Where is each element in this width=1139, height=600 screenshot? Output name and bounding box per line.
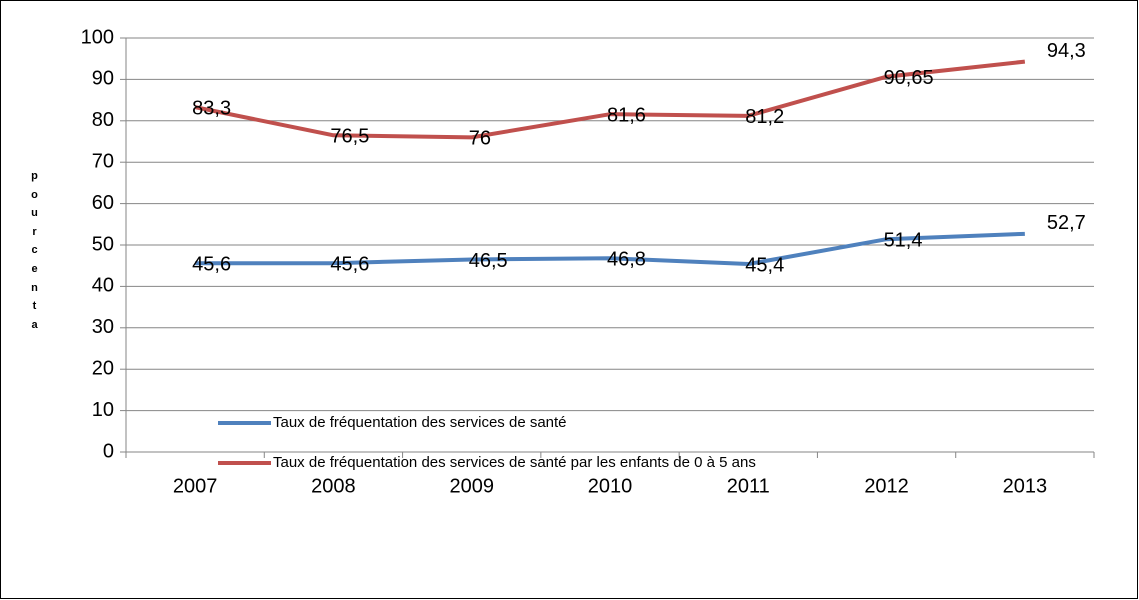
x-tick-label: 2012	[864, 475, 909, 497]
y-tick-label: 70	[92, 150, 114, 172]
x-tick-label: 2007	[173, 475, 218, 497]
data-label: 45,4	[745, 254, 784, 276]
data-label: 46,5	[469, 250, 508, 272]
y-tick-label: 10	[92, 399, 114, 421]
x-tick-label: 2011	[727, 475, 770, 497]
data-label: 76,5	[330, 126, 369, 148]
data-label: 51,4	[884, 229, 923, 251]
x-tick-label: 2010	[588, 475, 633, 497]
y-tick-label: 60	[92, 192, 114, 214]
data-label: 81,2	[745, 106, 784, 128]
y-tick-label: 0	[103, 440, 114, 462]
y-tick-label: 40	[92, 275, 114, 297]
data-label: 83,3	[192, 97, 231, 119]
data-label: 45,6	[192, 253, 231, 275]
y-tick-label: 20	[92, 357, 114, 379]
data-label: 81,6	[607, 104, 646, 126]
data-label: 76	[469, 128, 491, 150]
y-tick-label: 80	[92, 109, 114, 131]
y-tick-label: 100	[81, 26, 114, 48]
y-tick-label: 50	[92, 233, 114, 255]
line-series	[194, 59, 1026, 140]
y-axis-label: pourcenta	[31, 170, 38, 331]
x-tick-label: 2013	[1003, 475, 1048, 497]
legend-label: Taux de fréquentation des services de sa…	[273, 414, 567, 431]
y-tick-label: 90	[92, 68, 114, 90]
data-label: 45,6	[330, 253, 369, 275]
x-tick-label: 2008	[311, 475, 356, 497]
legend-label: Taux de fréquentation des services de sa…	[273, 454, 756, 471]
data-label: 90,65	[884, 67, 934, 89]
data-label: 52,7	[1047, 212, 1086, 234]
data-label: 94,3	[1047, 40, 1086, 62]
x-tick-label: 2009	[449, 475, 494, 497]
data-label: 46,8	[607, 249, 646, 271]
y-tick-label: 30	[92, 316, 114, 338]
line-series	[195, 231, 1025, 267]
